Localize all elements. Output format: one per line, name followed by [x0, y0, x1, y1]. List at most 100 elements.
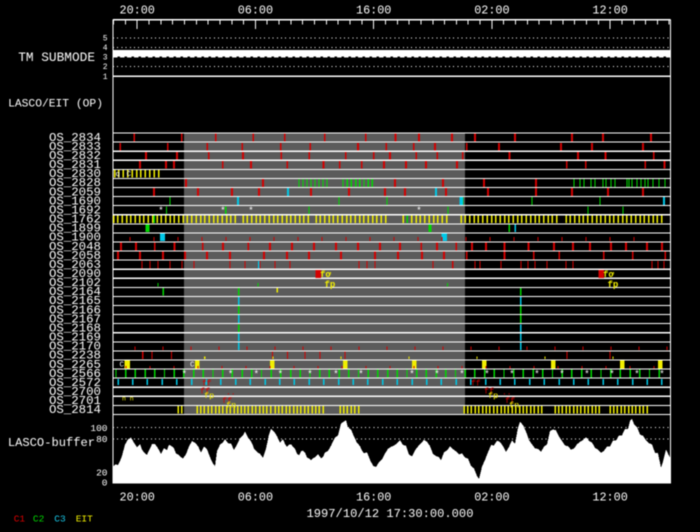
svg-text:C: C — [120, 362, 125, 370]
svg-text:fp: fp — [204, 391, 214, 401]
svg-text:80: 80 — [96, 434, 108, 445]
svg-text:OS_2102: OS_2102 — [49, 276, 101, 290]
svg-text:OS_2833: OS_2833 — [49, 140, 101, 154]
svg-text:OS_2164: OS_2164 — [49, 285, 101, 299]
svg-text:TM SUBMODE: TM SUBMODE — [18, 50, 95, 65]
svg-text:ff: ff — [222, 396, 232, 406]
svg-text:C1: C1 — [14, 514, 26, 525]
svg-text:*: * — [220, 206, 225, 216]
svg-text:OS_1762: OS_1762 — [49, 213, 101, 227]
svg-text:OS_2572: OS_2572 — [49, 376, 101, 390]
svg-text:06:00: 06:00 — [238, 4, 273, 18]
svg-text:fp: fp — [325, 280, 336, 290]
svg-text:OS_2059: OS_2059 — [49, 185, 101, 199]
svg-text:OS_1899: OS_1899 — [49, 222, 101, 236]
svg-text:OS_2063: OS_2063 — [49, 258, 101, 272]
svg-text:fp: fp — [608, 280, 619, 290]
svg-text:OS_2831: OS_2831 — [49, 158, 101, 172]
svg-text:2: 2 — [103, 63, 108, 72]
svg-text:4: 4 — [103, 44, 108, 53]
svg-text:*: * — [534, 370, 539, 380]
svg-text:3: 3 — [103, 54, 108, 63]
svg-text:*: * — [158, 206, 163, 216]
svg-text:C3: C3 — [54, 514, 66, 525]
svg-text:*: * — [584, 370, 589, 380]
svg-text:*: * — [254, 370, 259, 380]
svg-text:ff: ff — [471, 380, 481, 389]
svg-text:OS_2166: OS_2166 — [49, 303, 101, 317]
svg-text:fp: fp — [488, 391, 498, 401]
svg-text:02:00: 02:00 — [474, 4, 509, 18]
svg-text:OS_2814: OS_2814 — [49, 403, 101, 417]
svg-text:*: * — [409, 370, 414, 380]
svg-text:*: * — [358, 370, 363, 380]
svg-text:1: 1 — [103, 73, 108, 82]
svg-text:12:00: 12:00 — [592, 4, 627, 18]
svg-text:q: q — [116, 171, 121, 179]
svg-text:..: .. — [502, 389, 512, 398]
svg-text:5: 5 — [103, 35, 108, 44]
svg-text:EIT: EIT — [76, 514, 93, 525]
svg-text:OS_2700: OS_2700 — [49, 385, 101, 399]
svg-text:fơ: fơ — [320, 270, 331, 280]
svg-text:OS_1900: OS_1900 — [49, 231, 101, 245]
svg-text:OS_2701: OS_2701 — [49, 394, 101, 408]
svg-text:12:00: 12:00 — [592, 491, 627, 505]
svg-text:16:00: 16:00 — [356, 491, 391, 505]
svg-text:fn: fn — [226, 400, 236, 410]
svg-text:OS_2834: OS_2834 — [49, 131, 101, 145]
svg-text:1997/10/12 17:30:00.000: 1997/10/12 17:30:00.000 — [307, 507, 474, 521]
svg-text:C2: C2 — [33, 514, 45, 525]
svg-text:OS_2048: OS_2048 — [49, 240, 101, 254]
svg-text:OS_2830: OS_2830 — [49, 167, 101, 181]
svg-text:02:00: 02:00 — [474, 491, 509, 505]
svg-text:OS_2238: OS_2238 — [49, 349, 101, 363]
svg-text:20:00: 20:00 — [119, 4, 154, 18]
svg-text:OS_2170: OS_2170 — [49, 340, 101, 354]
svg-text:LASCO-buffer: LASCO-buffer — [8, 436, 95, 450]
svg-text:*: * — [434, 370, 439, 380]
svg-text:100: 100 — [90, 423, 107, 434]
svg-text:ff: ff — [202, 380, 212, 389]
svg-text:*: * — [634, 370, 639, 380]
svg-text:*: * — [416, 206, 421, 216]
svg-text:16:00: 16:00 — [356, 4, 391, 18]
svg-text:ff: ff — [505, 396, 515, 406]
svg-text:OS_1690: OS_1690 — [49, 194, 101, 208]
svg-text:*: * — [459, 370, 464, 380]
svg-text:fn: fn — [509, 400, 519, 410]
svg-text:OS_1692: OS_1692 — [49, 204, 101, 218]
svg-text:*: * — [484, 370, 489, 380]
svg-text:*: * — [333, 370, 338, 380]
svg-text:ff: ff — [200, 387, 210, 397]
svg-text:OS_2169: OS_2169 — [49, 331, 101, 345]
svg-text:..: .. — [226, 389, 236, 398]
svg-text:OS_2828: OS_2828 — [49, 176, 101, 190]
svg-text:20: 20 — [96, 468, 108, 479]
svg-text:*: * — [559, 370, 564, 380]
svg-text:20:00: 20:00 — [119, 491, 154, 505]
svg-text:*: * — [248, 206, 253, 216]
svg-text:*: * — [278, 370, 283, 380]
svg-text:*: * — [182, 370, 187, 380]
svg-text:*: * — [228, 370, 233, 380]
svg-text:ff: ff — [484, 387, 494, 397]
svg-text:OS_2090: OS_2090 — [49, 267, 101, 281]
svg-text:LASCO/EIT (OP): LASCO/EIT (OP) — [8, 99, 103, 111]
svg-text:*: * — [307, 370, 312, 380]
svg-text:n n: n n — [122, 396, 134, 403]
svg-text:OS_2832: OS_2832 — [49, 149, 101, 163]
svg-text:OS_2167: OS_2167 — [49, 312, 101, 326]
svg-text:OS_2265: OS_2265 — [49, 358, 101, 372]
svg-text:*: * — [609, 370, 614, 380]
svg-text:*: * — [659, 370, 664, 380]
svg-text:06:00: 06:00 — [238, 491, 273, 505]
svg-text:C: C — [190, 362, 195, 370]
svg-text:fơ: fơ — [603, 270, 614, 280]
svg-text:OS_2058: OS_2058 — [49, 249, 101, 263]
svg-text:OS_2566: OS_2566 — [49, 367, 101, 381]
svg-text:C: C — [127, 171, 132, 179]
svg-text:OS_2165: OS_2165 — [49, 294, 101, 308]
svg-text:0: 0 — [102, 477, 108, 488]
svg-text:OS_2168: OS_2168 — [49, 322, 101, 336]
